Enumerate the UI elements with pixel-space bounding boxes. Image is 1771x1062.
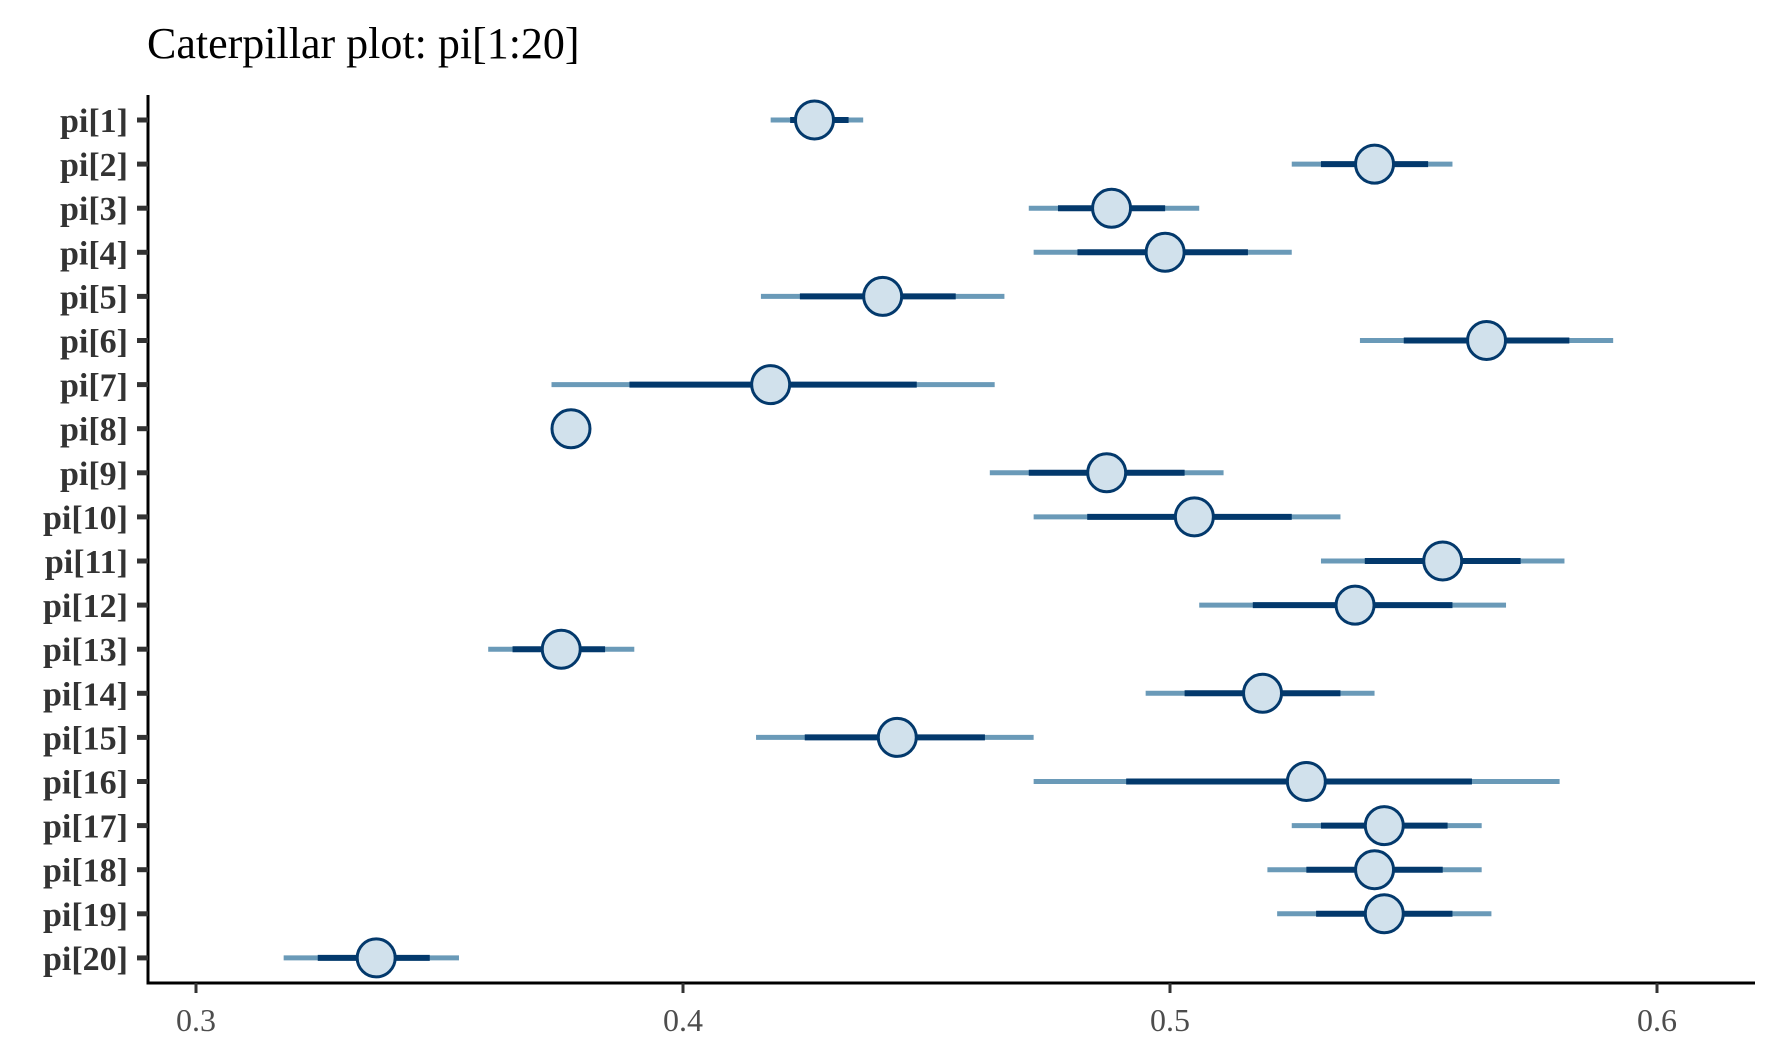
point-estimate-pi-2 (1354, 143, 1396, 185)
y-tick-label-pi-5: pi[5] (60, 279, 128, 316)
point-estimate-pi-18 (1354, 849, 1396, 891)
y-tick-label-pi-4: pi[4] (60, 235, 128, 272)
point-estimate-pi-7 (750, 364, 792, 406)
y-tick-label-pi-15: pi[15] (43, 720, 128, 757)
y-tick-label-pi-10: pi[10] (43, 500, 128, 537)
point-estimate-pi-6 (1466, 320, 1508, 361)
point-estimate-pi-1 (793, 99, 835, 141)
y-tick-label-pi-6: pi[6] (60, 324, 128, 361)
y-axis: pi[1] pi[2] pi[3] pi[4] pi[5] pi[6] pi[7] pi[8]… (43, 95, 150, 983)
point-estimate-pi-16 (1285, 761, 1327, 802)
y-tick-label-pi-1: pi[1] (60, 103, 128, 140)
y-tick-label-pi-18: pi[18] (43, 853, 128, 890)
x-axis: 0.3 0.4 0.5 0.6 (146, 981, 1755, 1038)
point-estimate-pi-3 (1091, 187, 1133, 229)
y-tick-label-pi-19: pi[19] (43, 897, 128, 934)
point-estimate-pi-15 (876, 716, 918, 758)
points-layer (355, 99, 1508, 979)
y-tick-label-pi-3: pi[3] (60, 191, 128, 228)
y-tick-label-pi-2: pi[2] (60, 147, 128, 184)
y-tick-label-pi-9: pi[9] (60, 456, 128, 493)
y-tick-label-pi-7: pi[7] (60, 368, 128, 405)
point-estimate-pi-4 (1144, 231, 1186, 273)
point-estimate-pi-19 (1363, 893, 1405, 935)
intervals-layer (283, 117, 1614, 961)
point-estimate-pi-17 (1363, 805, 1405, 847)
y-tick-label-pi-8: pi[8] (60, 412, 128, 449)
y-tick-label-pi-20: pi[20] (43, 941, 128, 978)
x-tick-label-1: 0.4 (663, 1002, 703, 1038)
point-estimate-pi-10 (1173, 496, 1215, 538)
chart-title: Caterpillar plot: pi[1:20] (147, 19, 580, 68)
y-tick-label-pi-13: pi[13] (43, 632, 128, 669)
y-tick-label-pi-17: pi[17] (43, 809, 128, 846)
x-tick-label-2: 0.5 (1150, 1002, 1190, 1038)
point-estimate-pi-13 (540, 628, 582, 670)
point-estimate-pi-5 (862, 275, 904, 317)
point-estimate-pi-14 (1242, 672, 1284, 714)
y-tick-label-pi-11: pi[11] (45, 544, 128, 581)
point-estimate-pi-20 (355, 937, 397, 979)
x-tick-label-3: 0.6 (1637, 1002, 1677, 1038)
y-tick-label-pi-12: pi[12] (43, 588, 128, 625)
x-tick-label-0: 0.3 (176, 1002, 216, 1038)
point-estimate-pi-12 (1334, 584, 1376, 626)
point-estimate-pi-9 (1086, 452, 1128, 494)
y-tick-label-pi-16: pi[16] (43, 765, 128, 802)
y-tick-label-pi-14: pi[14] (43, 676, 128, 713)
point-estimate-pi-11 (1422, 540, 1464, 582)
point-estimate-pi-8 (550, 408, 592, 450)
